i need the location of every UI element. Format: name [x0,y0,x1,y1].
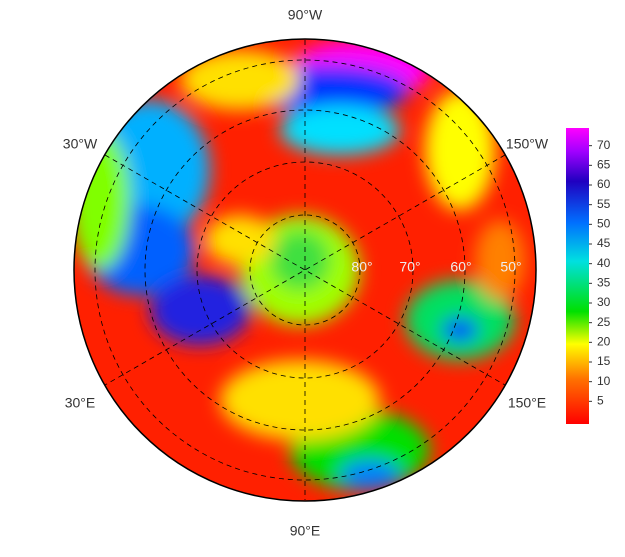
longitude-label: 90°W [288,7,323,23]
colorbar-tick-label: 5 [597,394,604,408]
colorbar-tick-label: 20 [597,335,611,349]
colorbar-tick-label: 15 [597,354,611,368]
colorbar-tick-label: 50 [597,217,611,231]
colorbar-tick-label: 55 [597,197,611,211]
colorbar-tick-label: 35 [597,276,611,290]
longitude-label: 150°E [508,395,546,411]
colorbar-tick-label: 65 [597,158,611,172]
longitude-label: 30°W [63,136,98,152]
colorbar-tick-label: 25 [597,315,611,329]
colorbar-scale [566,128,589,424]
colorbar-tick-label: 70 [597,138,611,152]
graticule [94,40,516,500]
latitude-label: 60° [450,259,471,275]
colorbar-tick-label: 30 [597,295,611,309]
colorbar-tick-label: 60 [597,177,611,191]
longitude-label: 90°E [290,523,321,539]
colorbar: 5 10 15 20 25 30 35 40 45 50 55 60 65 70 [566,128,611,424]
map-border [73,38,537,502]
colorbar-tick-label: 45 [597,236,611,250]
longitude-label: 30°E [65,395,96,411]
latitude-label: 70° [399,259,420,275]
longitude-label: 150°W [506,136,549,152]
colorbar-tick-label: 10 [597,374,611,388]
colorbar-tick-label: 40 [597,256,611,270]
latitude-label: 80° [351,259,372,275]
latitude-label: 50° [500,259,521,275]
